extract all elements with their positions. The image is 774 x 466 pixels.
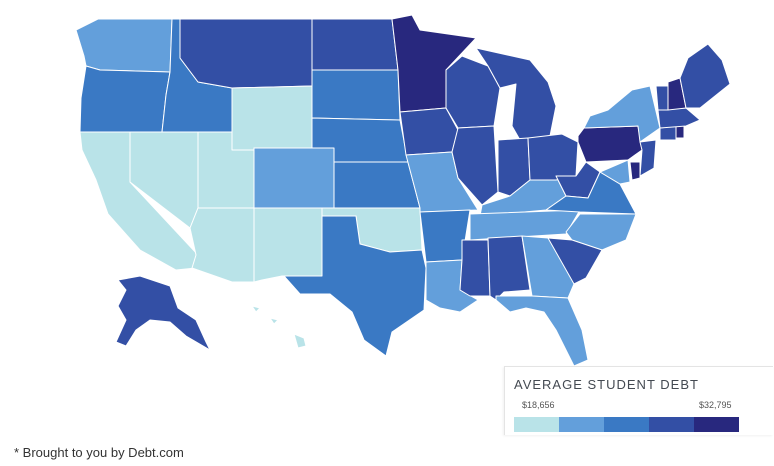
state-GA[interactable]: [521, 235, 575, 299]
legend-swatch-3: [604, 417, 649, 432]
state-FL[interactable]: [495, 295, 589, 367]
footnote: * Brought to you by Debt.com: [14, 445, 184, 460]
state-MT[interactable]: [179, 18, 313, 89]
state-NM[interactable]: [253, 207, 323, 283]
state-MA[interactable]: [657, 107, 701, 129]
state-MS[interactable]: [459, 239, 491, 297]
legend-title: AVERAGE STUDENT DEBT: [514, 377, 699, 392]
state-DE[interactable]: [629, 161, 641, 181]
legend-swatch-2: [559, 417, 604, 432]
legend-color-scale: [514, 417, 739, 432]
legend: AVERAGE STUDENT DEBT $18,656 $32,795: [504, 366, 773, 435]
state-RI[interactable]: [675, 125, 685, 139]
state-AK[interactable]: [115, 275, 211, 351]
state-NY[interactable]: [583, 85, 661, 143]
state-HI[interactable]: [251, 305, 307, 349]
legend-max-label: $32,795: [699, 400, 732, 410]
state-WI[interactable]: [445, 55, 501, 129]
state-WA[interactable]: [75, 18, 173, 73]
state-ND[interactable]: [311, 18, 399, 71]
state-CO[interactable]: [253, 147, 335, 209]
state-WY[interactable]: [231, 85, 313, 151]
legend-min-label: $18,656: [522, 400, 555, 410]
state-TX[interactable]: [283, 215, 427, 357]
state-PA[interactable]: [577, 125, 643, 163]
state-VT[interactable]: [655, 85, 669, 111]
legend-swatch-5: [694, 417, 739, 432]
state-TN[interactable]: [469, 209, 581, 241]
state-MD[interactable]: [599, 159, 631, 185]
state-OH[interactable]: [527, 133, 579, 181]
state-SD[interactable]: [311, 69, 401, 121]
state-AZ[interactable]: [189, 207, 255, 283]
state-IA[interactable]: [399, 107, 459, 156]
state-OR[interactable]: [79, 65, 171, 133]
state-NJ[interactable]: [639, 139, 657, 177]
state-KS[interactable]: [333, 161, 421, 209]
legend-swatch-1: [514, 417, 559, 432]
state-ME[interactable]: [679, 43, 731, 109]
legend-swatch-4: [649, 417, 694, 432]
